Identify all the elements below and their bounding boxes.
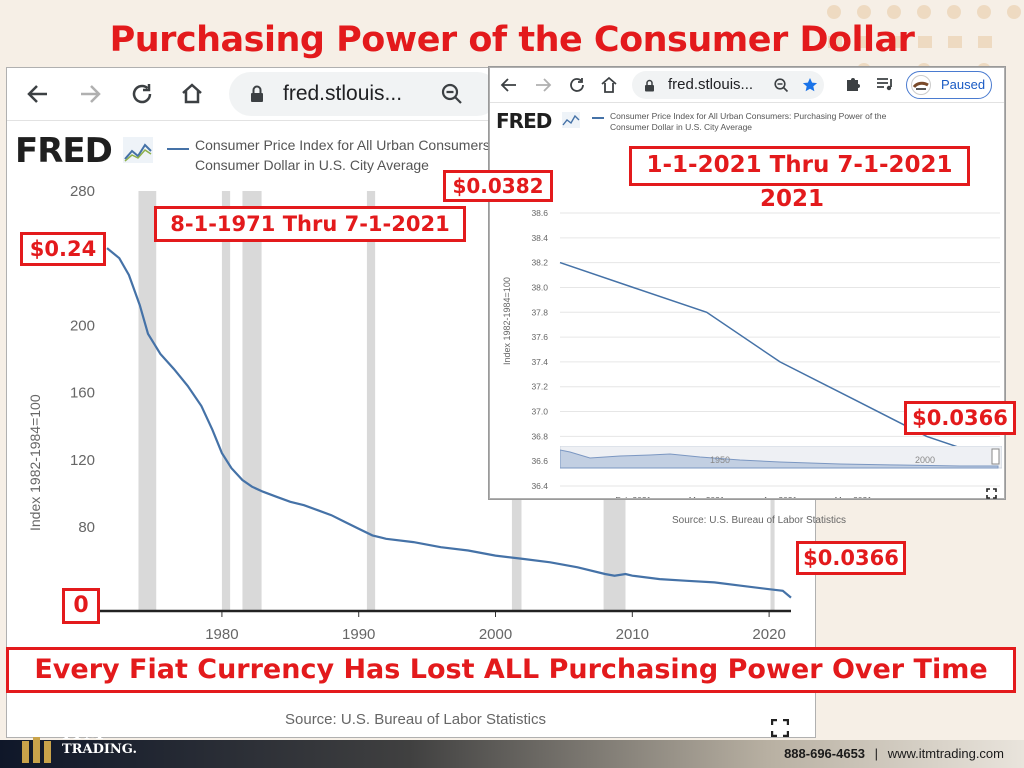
- inset-source: Source: U.S. Bureau of Labor Statistics: [672, 515, 846, 526]
- navigator-label-2000: 2000: [915, 455, 935, 465]
- itm-trading-logo: ITM TRADING.: [18, 723, 168, 767]
- lock-icon: [251, 85, 263, 102]
- reload-icon[interactable]: [129, 81, 155, 107]
- recession-band-1: [221, 191, 231, 611]
- forward-arrow-icon[interactable]: [534, 77, 552, 93]
- recession-band-0: [138, 191, 157, 611]
- fred-logo: FRED: [15, 131, 113, 171]
- inset-fullscreen-icon[interactable]: [986, 488, 997, 499]
- y-tick-label: 36.8: [531, 431, 548, 441]
- legend-line1: Consumer Price Index for All Urban Consu…: [610, 111, 887, 121]
- fullscreen-icon[interactable]: [771, 719, 789, 737]
- paused-label: Paused: [941, 77, 986, 92]
- itm-logo-partial: ITM: [62, 723, 104, 744]
- legend-swatch: [592, 117, 604, 119]
- address-bar[interactable]: fred.stlouis...: [229, 72, 499, 116]
- x-tick-label: Mar 2021: [689, 495, 725, 498]
- series-line: [106, 247, 792, 599]
- y-tick-label: 36.4: [531, 481, 548, 491]
- callout-zero: 0: [62, 588, 100, 624]
- footer-website[interactable]: www.itmtrading.com: [887, 746, 1004, 761]
- x-tick-label: 1990: [342, 626, 375, 643]
- back-arrow-icon[interactable]: [500, 77, 518, 93]
- fred-logo: FRED: [496, 109, 552, 133]
- recession-band-3: [366, 191, 376, 611]
- fred-graph-icon: [562, 112, 580, 128]
- x-tick-label: Feb 2021: [615, 495, 651, 498]
- footer-separator: |: [874, 746, 879, 761]
- y-tick-label: 38.4: [531, 233, 548, 243]
- address-bar[interactable]: fred.stlouis...: [632, 71, 824, 99]
- y-tick-label: 37.8: [531, 307, 548, 317]
- callout-main-end: $0.0366: [796, 541, 906, 575]
- callout-inset-range-wrap: 2021: [760, 186, 825, 212]
- x-tick-label: 2000: [479, 626, 512, 643]
- footer-phone: 888-696-4653: [784, 746, 866, 761]
- legend-line2: Consumer Dollar in U.S. City Average: [610, 122, 753, 132]
- bookmark-star-icon[interactable]: [802, 77, 818, 93]
- zoom-icon[interactable]: [441, 83, 463, 105]
- callout-inset-end: $0.0366: [904, 401, 1016, 435]
- y-tick-label: 200: [70, 317, 95, 334]
- navigator-label-1950: 1950: [710, 455, 730, 465]
- paused-profile-button[interactable]: Paused: [906, 71, 992, 99]
- y-tick-label: 38.0: [531, 282, 548, 292]
- extensions-puzzle-icon[interactable]: [844, 76, 861, 93]
- reload-icon[interactable]: [568, 76, 586, 94]
- itm-logo-text: TRADING.: [62, 742, 137, 757]
- url-text: fred.stlouis...: [283, 82, 403, 105]
- callout-inset-start: $0.0382: [443, 170, 553, 202]
- callout-main-range: 8-1-1971 Thru 7-1-2021: [154, 206, 466, 242]
- media-queue-icon[interactable]: [876, 76, 894, 93]
- fred-graph-icon: [123, 137, 153, 163]
- x-tick-label: May 2021: [835, 495, 873, 498]
- legend-line1: Consumer Price Index for All Urban Consu…: [195, 137, 508, 153]
- zoom-icon[interactable]: [774, 78, 789, 93]
- inset-y-axis-label: Index 1982-1984=100: [502, 277, 512, 365]
- y-tick-label: 37.0: [531, 407, 548, 417]
- footer-bar: 888-696-4653 | www.itmtrading.com: [0, 740, 1024, 768]
- legend-swatch: [167, 148, 189, 150]
- navigator-handle[interactable]: [991, 448, 1000, 465]
- forward-arrow-icon[interactable]: [77, 82, 103, 106]
- x-tick-label: 2020: [752, 626, 785, 643]
- x-tick-label: Apr 2021: [763, 495, 798, 498]
- series-line: [559, 261, 1001, 462]
- footer-contact: 888-696-4653 | www.itmtrading.com: [784, 746, 1004, 761]
- slide-title: Purchasing Power of the Consumer Dollar: [109, 20, 915, 60]
- back-arrow-icon[interactable]: [25, 82, 51, 106]
- y-tick-label: 37.4: [531, 357, 548, 367]
- legend-line2: Consumer Dollar in U.S. City Average: [195, 157, 429, 173]
- lock-icon: [645, 79, 654, 92]
- callout-inset-range: 1-1-2021 Thru 7-1-2021: [629, 146, 970, 186]
- home-icon[interactable]: [600, 76, 618, 94]
- x-tick-label: 2010: [616, 626, 649, 643]
- x-tick-label: 1980: [205, 626, 238, 643]
- y-tick-label: 37.6: [531, 332, 548, 342]
- y-tick-label: 37.2: [531, 382, 548, 392]
- banner-callout: Every Fiat Currency Has Lost ALL Purchas…: [6, 647, 1016, 693]
- main-source: Source: U.S. Bureau of Labor Statistics: [285, 711, 546, 728]
- range-navigator[interactable]: 1950 2000: [560, 446, 1002, 470]
- y-tick-label: 120: [70, 452, 95, 469]
- y-tick-label: 280: [70, 183, 95, 200]
- home-icon[interactable]: [179, 81, 205, 107]
- main-y-axis-label: Index 1982-1984=100: [27, 394, 43, 531]
- avatar: [911, 75, 931, 95]
- y-tick-label: 38.6: [531, 208, 548, 218]
- callout-start-value: $0.24: [20, 232, 106, 266]
- y-tick-label: 160: [70, 385, 95, 402]
- y-tick-label: 36.6: [531, 456, 548, 466]
- y-tick-label: 38.2: [531, 258, 548, 268]
- inset-browser-toolbar: fred.stlouis... Paused: [490, 68, 1004, 103]
- url-text: fred.stlouis...: [668, 76, 754, 93]
- recession-band-2: [242, 191, 262, 611]
- y-tick-label: 80: [78, 519, 95, 536]
- itm-columns-icon: [22, 737, 51, 763]
